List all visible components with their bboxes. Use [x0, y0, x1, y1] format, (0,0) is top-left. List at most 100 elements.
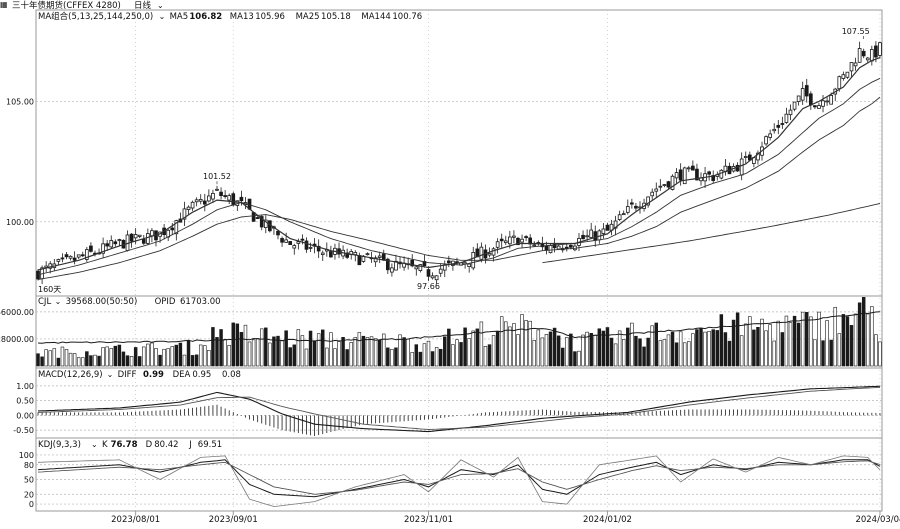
candle-body — [857, 48, 862, 63]
candle-body — [764, 136, 768, 145]
volume-bar — [479, 321, 484, 367]
candle-body — [385, 258, 390, 271]
candle-body — [634, 205, 638, 209]
candle-body — [137, 234, 142, 237]
y-tick-label: 80 — [24, 461, 34, 470]
volume-bar — [40, 356, 44, 367]
indicator-value-label: MA5 — [170, 12, 189, 22]
y-tick-label: 56000.00 — [0, 308, 34, 317]
volume-bar — [605, 327, 610, 367]
candle-body — [743, 156, 748, 158]
volume-bar — [426, 340, 431, 367]
price-annotation: 97.66 — [417, 282, 440, 291]
candle-body — [605, 224, 610, 231]
x-tick-label: 2023/09/01 — [209, 515, 258, 524]
candle-body — [133, 234, 138, 239]
y-tick-label: 1.00 — [16, 382, 34, 391]
volume-bar — [137, 356, 142, 367]
volume-bar — [495, 330, 500, 367]
volume-bar — [723, 332, 728, 367]
candle-body — [292, 245, 297, 249]
volume-bar — [280, 340, 284, 367]
candle-body — [129, 233, 134, 242]
volume-bar — [499, 316, 504, 367]
y-tick-label: 100 — [19, 451, 34, 460]
indicator-value: 106.82 — [189, 12, 222, 22]
volume-bar — [776, 320, 781, 367]
y-tick-label: 105.00 — [6, 97, 34, 106]
volume-bar — [455, 339, 459, 367]
candle-body — [280, 238, 284, 243]
volume-bar — [304, 348, 309, 367]
volume-bar — [764, 330, 768, 367]
volume-bar — [711, 329, 715, 367]
macd-diff-line — [37, 385, 881, 433]
volume-bar — [268, 342, 272, 367]
volume-bar — [329, 332, 333, 367]
volume-bar — [662, 339, 667, 367]
candle-body — [825, 100, 829, 103]
period-dropdown-icon[interactable]: ⌄ — [157, 1, 164, 10]
contract-title[interactable]: 三十年债期货(CFFEX 4280) — [12, 0, 121, 11]
volume-bar — [166, 348, 170, 367]
volume-bar — [239, 332, 244, 367]
indicator-value-label: DEA — [173, 370, 191, 380]
volume-bar — [467, 338, 471, 367]
candle-body — [446, 260, 451, 264]
candle-body — [438, 268, 443, 274]
volume-bar — [585, 331, 589, 367]
candle-body — [219, 191, 223, 197]
volume-bar — [251, 339, 256, 367]
y-tick-label: -0.50 — [13, 426, 34, 435]
volume-bar — [540, 337, 545, 367]
volume-bar — [841, 314, 846, 367]
volume-bar — [227, 344, 231, 367]
volume-bar — [870, 306, 874, 367]
volume-bar — [81, 357, 85, 367]
volume-bar — [691, 333, 695, 367]
candle-body — [601, 228, 606, 234]
period-selector[interactable]: 日线 — [134, 0, 152, 11]
volume-bar — [406, 338, 410, 367]
candle-body — [878, 42, 882, 56]
candle-body — [821, 100, 825, 107]
candle-body — [869, 49, 874, 62]
candle-body — [76, 254, 81, 258]
candle-body — [85, 249, 89, 260]
y-tick-label: 50 — [24, 476, 34, 485]
candle-body — [64, 254, 69, 258]
x-tick-label: 2023/08/01 — [111, 515, 160, 524]
candle-body — [467, 263, 472, 268]
kdj-d-line — [37, 460, 881, 495]
indicator-value-label: MA13 — [230, 12, 254, 22]
volume-bar — [800, 311, 805, 367]
candle-body — [792, 101, 797, 110]
candle-body — [146, 233, 150, 244]
candle-body — [512, 235, 516, 238]
candle-body — [756, 152, 760, 161]
candle-body — [585, 235, 589, 238]
indicator-value-label: OPID — [155, 297, 176, 307]
volume-bar — [68, 352, 73, 367]
volume-bar — [471, 330, 475, 367]
candle-body — [377, 255, 382, 258]
volume-bar — [508, 326, 512, 367]
volume-bar — [601, 330, 606, 367]
y-tick-label: 100.00 — [6, 218, 34, 227]
volume-bar — [422, 343, 427, 367]
candle-body — [564, 246, 569, 249]
candle-body — [198, 199, 203, 202]
volume-bar — [658, 340, 663, 367]
volume-bar — [373, 338, 378, 367]
volume-bar — [369, 336, 374, 367]
candle-body — [288, 241, 293, 245]
volume-bar — [125, 355, 130, 367]
indicator-name-price: MA组合(5,13,25,144,250,0) — [38, 11, 153, 22]
indicator-value-label: J — [188, 440, 192, 450]
volume-bar — [109, 348, 113, 367]
indicator-menu-icon: ⌄ — [91, 440, 98, 449]
volume-bar — [589, 332, 593, 367]
y-tick-label: 0.00 — [16, 411, 34, 420]
candle-body — [60, 257, 65, 260]
candle-body — [284, 239, 288, 243]
